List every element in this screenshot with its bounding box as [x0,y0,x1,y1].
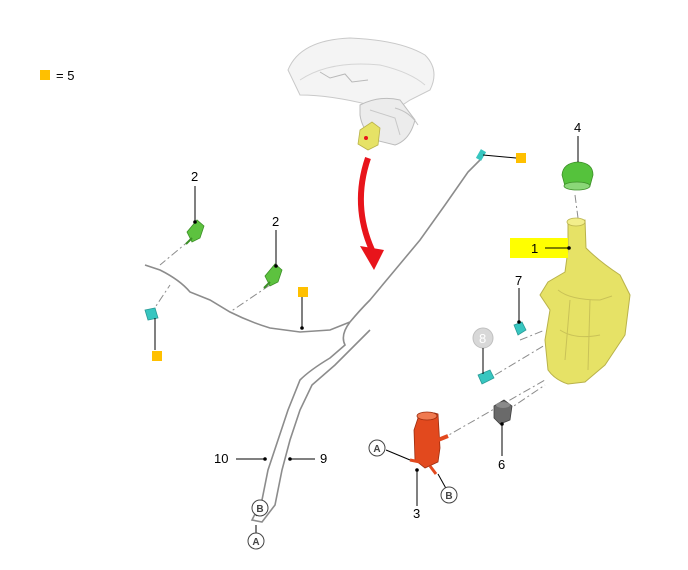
callout-1: 1 [531,241,538,256]
legend: = 5 [40,68,74,83]
callout-2-left: 2 [191,169,198,184]
callout-9: 9 [320,451,327,466]
hose-fitting-top [475,149,487,161]
marker-square-center [298,287,308,297]
leader-dots [193,220,571,472]
connector-pump-a: A [368,439,386,457]
connector-hose-b: B [251,499,269,517]
washer-nozzle-left [185,219,205,245]
reservoir-cap [561,161,594,191]
mounting-clip [513,321,527,336]
vehicle-overview [287,37,435,151]
svg-text:A: A [373,444,380,455]
pump-grommet [493,399,513,425]
callout-7: 7 [515,273,522,288]
svg-text:B: B [445,491,452,502]
callout-6: 6 [498,457,505,472]
svg-text:A: A [252,537,259,548]
svg-text:B: B [256,504,263,515]
connector-hose-a: A [247,532,265,550]
zoom-arrow [357,157,384,270]
mounting-bolt [477,369,495,385]
legend-marker [40,70,50,80]
callout-leaders [154,136,579,535]
clip-left [144,307,159,321]
marker-square-left [152,351,162,361]
callout-10: 10 [214,451,228,466]
connector-pump-b: B [440,486,458,504]
washer-pump [409,411,449,475]
tightening-markers [152,153,526,361]
washer-reservoir [539,217,631,385]
washer-nozzle-right [263,263,283,289]
marker-square-top-right [516,153,526,163]
vehicle-reservoir-marker [357,121,381,151]
reservoir-label-highlight [510,238,568,258]
callout-2-right: 2 [272,214,279,229]
legend-text: = 5 [56,68,74,83]
callout-3: 3 [413,506,420,521]
callout-labels: 1 2 2 3 4 6 7 8 9 10 [191,120,581,521]
callout-8: 8 [479,331,486,346]
callout-4: 4 [574,120,581,135]
